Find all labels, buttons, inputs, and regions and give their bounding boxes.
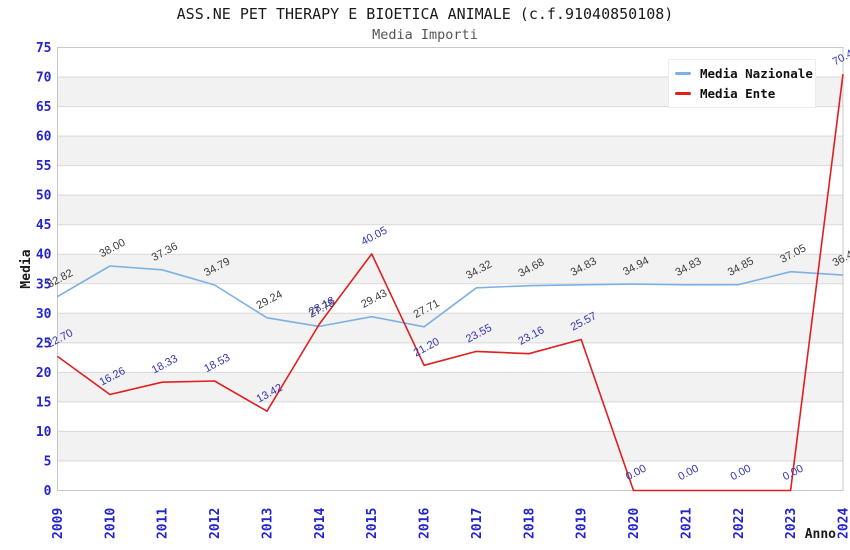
plot-band [57,401,843,432]
chart-subtitle: Media Importi [372,27,478,43]
x-tick-label: 2020 [627,508,642,539]
y-tick-label: 15 [36,395,52,410]
plot-band [57,165,843,196]
x-tick-label: 2017 [470,508,485,539]
x-tick-label: 2022 [732,508,747,539]
legend-label: Media Ente [700,85,776,101]
x-tick-label: 2018 [522,508,537,539]
y-tick-label: 30 [36,307,52,322]
plot-band [57,460,843,491]
x-tick-label: 2014 [313,508,328,539]
plot-band [57,431,843,461]
y-tick-label: 45 [36,218,52,233]
x-tick-label: 2015 [365,508,380,539]
legend-item-media-nazionale[interactable]: Media Nazionale [675,63,813,83]
y-tick-label: 50 [36,189,52,204]
plot-band [57,283,843,314]
y-tick-label: 70 [36,71,52,86]
x-axis-title: Anno [805,527,836,542]
series-line-media-ente [57,74,844,492]
plot-band [57,224,843,255]
legend: Media Nazionale Media Ente [668,59,816,108]
x-tick-label: 2010 [103,508,118,539]
x-tick-label: 2011 [156,508,171,539]
x-tick-label: 2019 [575,508,590,539]
legend-swatch-nazionale-icon [675,71,691,75]
plot-band [57,136,843,166]
y-axis-title: Media [19,249,34,288]
y-tick-label: 10 [36,425,52,440]
y-tick-label: 55 [36,159,52,174]
plot-band [57,106,843,137]
x-tick-label: 2023 [784,508,799,539]
plot-band [57,372,843,402]
legend-swatch-ente-icon [675,91,691,95]
y-tick-label: 40 [36,248,52,263]
y-tick-label: 25 [36,336,52,351]
y-tick-label: 20 [36,366,52,381]
x-tick-label: 2021 [679,508,694,539]
legend-item-media-ente[interactable]: Media Ente [675,83,809,103]
x-tick-label: 2009 [51,508,66,539]
y-tick-label: 5 [44,454,52,469]
x-tick-label: 2016 [418,508,433,539]
x-tick-label: 2024 [837,508,850,539]
x-tick-label: 2013 [260,508,275,539]
chart-title: ASS.NE PET THERAPY E BIOETICA ANIMALE (c… [176,5,674,23]
y-tick-label: 35 [36,277,52,292]
legend-label: Media Nazionale [700,65,813,81]
plot-band [57,195,843,225]
plot-border [57,47,844,491]
y-tick-label: 60 [36,130,52,145]
plot-band [57,254,843,284]
y-tick-label: 65 [36,100,52,115]
series-line-media-nazionale [57,265,844,328]
plot-band [57,313,843,343]
x-tick-label: 2012 [208,508,223,539]
y-tick-label: 0 [44,484,52,499]
y-tick-label: 75 [36,41,52,56]
